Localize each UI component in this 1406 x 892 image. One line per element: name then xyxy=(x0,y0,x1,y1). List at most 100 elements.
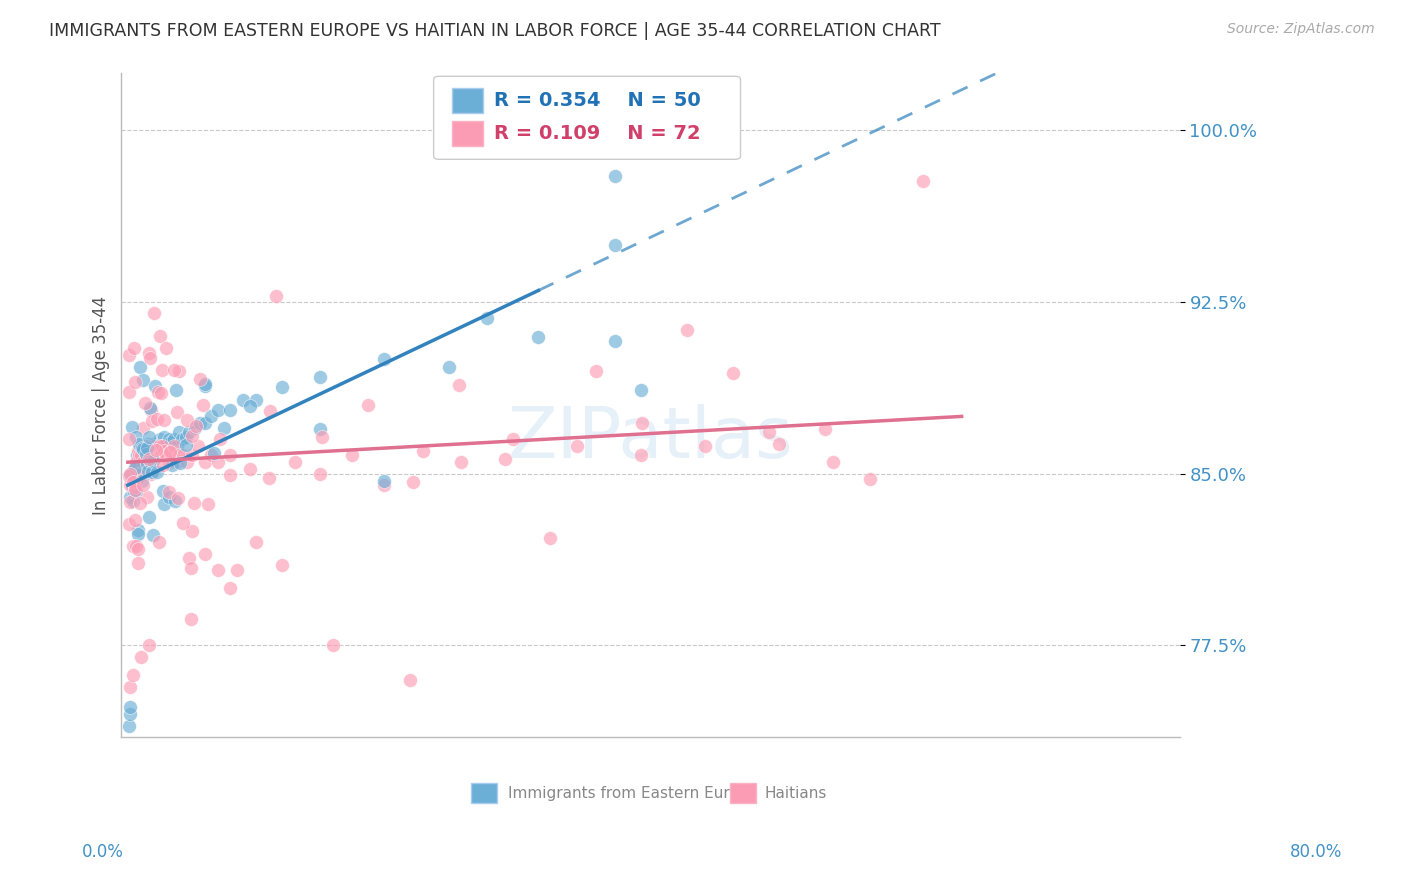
Point xyxy=(118,348,141,362)
Point xyxy=(125,484,148,499)
Point xyxy=(813,422,835,436)
Point xyxy=(120,495,142,509)
Point xyxy=(148,534,170,549)
Point xyxy=(270,558,292,573)
Bar xyxy=(730,783,756,804)
Point xyxy=(138,451,160,466)
Point xyxy=(212,421,235,435)
Point xyxy=(118,433,141,447)
Point xyxy=(149,433,172,447)
Point xyxy=(155,341,177,355)
Point xyxy=(373,474,395,488)
Point xyxy=(122,467,145,481)
Point xyxy=(122,462,145,476)
Point xyxy=(136,490,159,504)
Point xyxy=(605,237,627,252)
Point xyxy=(176,455,198,469)
Point xyxy=(146,465,169,479)
Point xyxy=(141,443,163,458)
Point xyxy=(138,448,160,462)
Point xyxy=(200,409,222,424)
Point xyxy=(149,386,172,401)
Point xyxy=(150,363,173,377)
Point xyxy=(226,564,249,578)
Point xyxy=(122,478,145,492)
Point xyxy=(143,448,166,462)
Point xyxy=(180,560,202,574)
Point xyxy=(155,448,177,462)
Point xyxy=(172,448,194,462)
Point xyxy=(124,480,146,494)
Point xyxy=(149,329,172,343)
Point xyxy=(309,467,332,481)
Point xyxy=(152,443,174,458)
Point xyxy=(127,455,149,469)
Point xyxy=(136,464,159,478)
Point xyxy=(135,448,157,462)
Point xyxy=(257,471,280,485)
Point xyxy=(145,442,167,457)
Point xyxy=(135,447,157,461)
Point xyxy=(538,531,561,545)
Point xyxy=(167,448,190,462)
Point xyxy=(122,485,145,500)
Point xyxy=(129,359,152,374)
Point xyxy=(284,455,307,469)
Point xyxy=(122,668,145,682)
Point xyxy=(200,448,222,462)
Bar xyxy=(471,783,498,804)
Point xyxy=(188,372,211,386)
Point xyxy=(125,471,148,485)
Point xyxy=(179,425,201,440)
Point xyxy=(527,330,550,344)
Point xyxy=(128,448,150,462)
Point xyxy=(174,430,197,444)
Bar xyxy=(451,87,484,112)
Point xyxy=(245,393,267,408)
Point xyxy=(160,434,183,449)
Point xyxy=(132,421,155,435)
Point xyxy=(142,454,165,468)
Point xyxy=(239,462,262,476)
Point xyxy=(859,472,882,486)
Point xyxy=(124,455,146,469)
Point xyxy=(259,404,281,418)
Point xyxy=(145,443,167,458)
Point xyxy=(162,458,184,472)
Point xyxy=(163,363,186,377)
FancyBboxPatch shape xyxy=(433,77,741,160)
Point xyxy=(122,475,145,489)
Point xyxy=(139,351,162,366)
Point xyxy=(141,414,163,428)
Point xyxy=(176,413,198,427)
Point xyxy=(138,509,160,524)
Point xyxy=(136,439,159,453)
Point xyxy=(139,401,162,416)
Point xyxy=(163,439,186,453)
Point xyxy=(120,468,142,483)
Point xyxy=(122,341,145,355)
Point xyxy=(121,467,143,481)
Point xyxy=(127,467,149,481)
Text: R = 0.109    N = 72: R = 0.109 N = 72 xyxy=(494,124,700,143)
Point xyxy=(127,527,149,541)
Point xyxy=(132,373,155,387)
Point xyxy=(131,474,153,488)
Point xyxy=(135,443,157,458)
Point xyxy=(180,611,202,625)
Point xyxy=(118,517,141,532)
Point xyxy=(181,429,204,443)
Point xyxy=(823,455,845,469)
Point xyxy=(402,475,425,489)
Point xyxy=(197,497,219,511)
Point xyxy=(121,419,143,434)
Point xyxy=(138,430,160,444)
Point xyxy=(128,455,150,469)
Point xyxy=(239,399,262,413)
Point xyxy=(167,491,190,506)
Point xyxy=(129,448,152,462)
Point xyxy=(134,443,156,458)
Point xyxy=(565,439,588,453)
Point xyxy=(245,535,267,549)
Point xyxy=(146,439,169,453)
